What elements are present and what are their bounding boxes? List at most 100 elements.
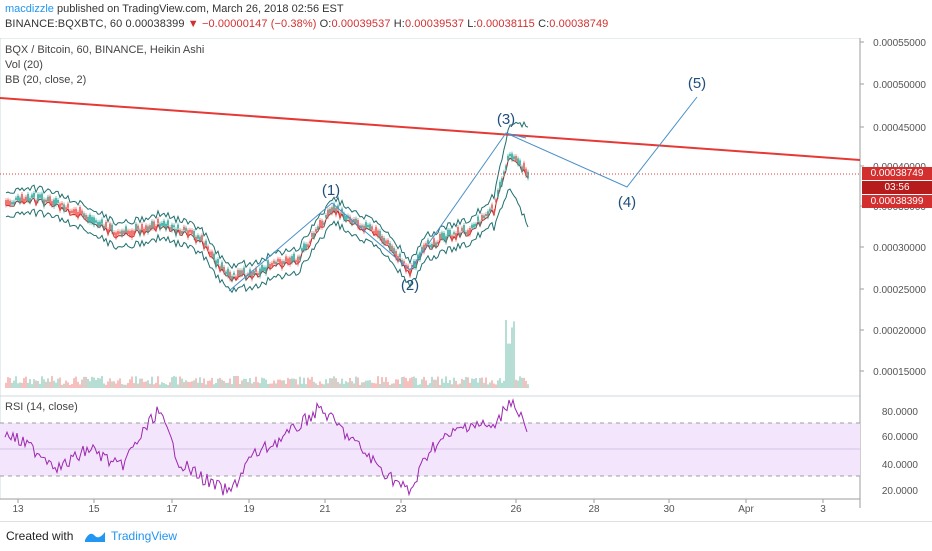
- volume-bar: [37, 381, 39, 388]
- candle-body: [315, 228, 317, 232]
- volume-bar: [257, 382, 259, 388]
- price-axis: 0.000550000.000500000.000450000.00040000…: [860, 38, 926, 378]
- volume-bar: [449, 380, 451, 388]
- candle-body: [129, 230, 131, 236]
- volume-bar: [81, 379, 83, 388]
- candle-body: [39, 194, 41, 198]
- candle-body: [283, 261, 285, 265]
- tradingview-link[interactable]: TradingView: [111, 529, 178, 543]
- candle-body: [469, 228, 471, 235]
- main-pane[interactable]: [0, 38, 861, 397]
- volume-bar: [127, 382, 129, 388]
- candle-body: [201, 235, 203, 241]
- candle-body: [51, 201, 53, 206]
- candle-body: [505, 165, 507, 170]
- volume-bar: [61, 384, 63, 388]
- volume-bar: [63, 383, 65, 388]
- volume-bar: [519, 376, 521, 388]
- volume-bar: [71, 384, 73, 388]
- volume-bars: [5, 320, 529, 388]
- candle-body: [431, 243, 433, 249]
- volume-bar: [95, 380, 97, 388]
- candle-body: [491, 204, 493, 209]
- candle-body: [211, 251, 213, 257]
- candle-body: [309, 241, 311, 244]
- candle-body: [389, 243, 391, 251]
- candle-body: [59, 203, 61, 211]
- price-tick-label: 0.00025000: [873, 285, 926, 296]
- candle-body: [111, 224, 113, 233]
- high-value: 0.00039537: [404, 18, 465, 30]
- candle-body: [195, 236, 197, 243]
- candle-body: [187, 230, 189, 238]
- wave-label: (5): [688, 75, 706, 92]
- candle-body: [405, 264, 407, 272]
- candle-body: [85, 214, 87, 220]
- candle-body: [185, 227, 187, 232]
- candle-body: [499, 181, 501, 190]
- candle-body: [73, 209, 75, 214]
- candle-body: [451, 235, 453, 241]
- volume-bar: [147, 380, 149, 388]
- candle-body: [229, 271, 231, 280]
- volume-bar: [25, 376, 27, 388]
- volume-bar: [183, 382, 185, 388]
- candle-body: [203, 242, 205, 249]
- time-tick-label: 17: [166, 504, 178, 515]
- volume-bar: [359, 384, 361, 388]
- volume-bar: [343, 383, 345, 388]
- volume-bar: [275, 383, 277, 388]
- created-with-label: Created with: [6, 529, 74, 543]
- bb-basis: [5, 157, 529, 283]
- trendline[interactable]: [0, 97, 861, 161]
- volume-bar: [99, 378, 101, 388]
- volume-bar: [503, 380, 505, 388]
- candle-body: [281, 261, 283, 269]
- candle-body: [425, 243, 427, 247]
- volume-bar: [131, 376, 133, 388]
- wave-label: (4): [618, 194, 636, 211]
- candle-body: [15, 197, 17, 200]
- volume-bar: [439, 384, 441, 388]
- candle-body: [459, 232, 461, 237]
- candle-body: [135, 223, 137, 231]
- volume-bar: [203, 378, 205, 388]
- volume-bar: [145, 381, 147, 388]
- volume-bar: [165, 384, 167, 388]
- current-price-tag: 0.00038749: [862, 167, 932, 180]
- volume-bar: [123, 384, 125, 388]
- volume-bar: [345, 381, 347, 388]
- volume-bar: [205, 384, 207, 388]
- price-chart[interactable]: (1) (2) (3) (4) (5) 0.00055000 0.00050000 0.00…: [0, 38, 932, 521]
- volume-bar: [27, 382, 29, 388]
- volume-bar: [83, 376, 85, 388]
- volume-bar: [73, 378, 75, 388]
- candle-body: [337, 205, 339, 210]
- volume-bar: [7, 377, 9, 388]
- candle-body: [77, 212, 79, 218]
- volume-bar: [317, 384, 319, 388]
- candle-body: [117, 231, 119, 235]
- elliott-wave-path[interactable]: [228, 96, 698, 292]
- rsi-tick-label: 40.0000: [882, 460, 919, 471]
- candle-body: [7, 199, 9, 205]
- volume-bar: [135, 376, 137, 388]
- candle-body: [393, 248, 395, 255]
- candle-body: [441, 232, 443, 240]
- volume-bar: [173, 376, 175, 388]
- candle-body: [497, 189, 499, 198]
- candle-body: [473, 224, 475, 228]
- candle-body: [305, 244, 307, 250]
- candle-body: [231, 276, 233, 281]
- candle-body: [109, 223, 111, 230]
- volume-bar: [209, 380, 211, 388]
- candle-body: [335, 207, 337, 216]
- volume-bar: [225, 382, 227, 388]
- candle-body: [391, 245, 393, 251]
- volume-bar: [263, 378, 265, 388]
- down-arrow-icon: ▼: [187, 18, 199, 30]
- candle-body: [267, 260, 269, 267]
- volume-bar: [433, 379, 435, 388]
- candle-body: [237, 270, 239, 279]
- author-link[interactable]: macdizzle: [5, 3, 54, 15]
